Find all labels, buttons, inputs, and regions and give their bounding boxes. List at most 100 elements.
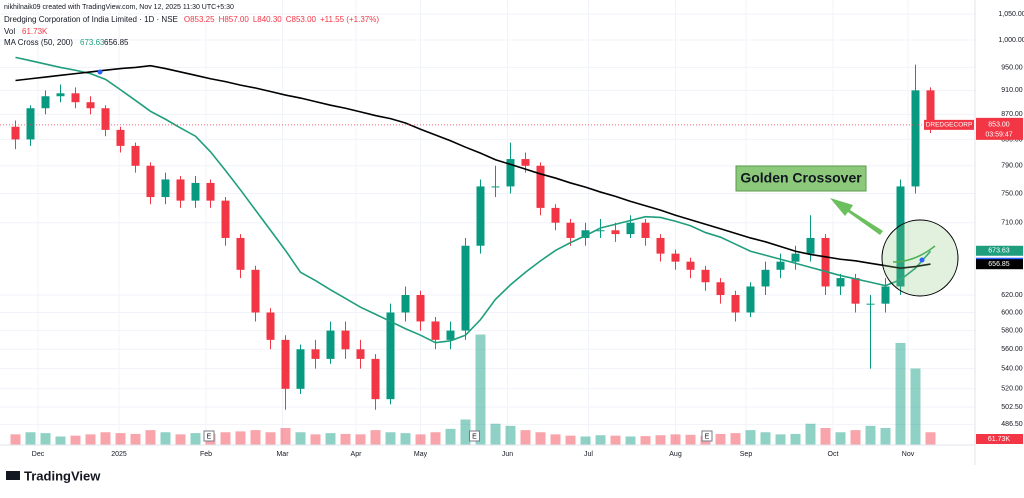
volume-bar	[685, 434, 696, 445]
symbol-box	[924, 119, 974, 130]
candle-body	[911, 90, 920, 187]
ohlc-value: L840.30	[253, 15, 282, 24]
volume-bar	[565, 435, 576, 445]
volume-bar	[790, 433, 801, 445]
candle-body	[296, 349, 305, 389]
y-tick-label: 620.00	[1001, 292, 1023, 299]
annotation: Golden Crossover	[740, 170, 862, 186]
event-label: E	[207, 433, 212, 440]
candle-body	[101, 108, 110, 130]
volume-bar	[250, 430, 261, 445]
candle-body	[821, 237, 830, 287]
volume-bar	[400, 433, 411, 445]
volume-bar	[850, 430, 861, 445]
ma200-value: 656.85	[104, 38, 129, 47]
candle-body	[461, 245, 470, 331]
x-tick-label: Sep	[740, 451, 753, 458]
candle-body	[926, 90, 935, 125]
candle-body	[161, 179, 170, 198]
x-tick-label: 2025	[111, 451, 127, 458]
candle-body	[656, 237, 665, 254]
candle-body	[191, 182, 200, 201]
candle-body	[611, 230, 620, 235]
volume-bar	[190, 433, 201, 445]
volume-bar	[115, 433, 126, 445]
volume-bar	[535, 432, 546, 445]
highlight-circle	[881, 219, 959, 297]
arrow	[830, 198, 883, 235]
candle-body	[566, 222, 575, 238]
volume-bar	[910, 368, 921, 445]
volume-bar	[445, 428, 456, 445]
title: Dredging Corporation of India Limited · …	[4, 15, 178, 24]
candle-body	[596, 230, 605, 232]
candle-body	[476, 186, 485, 246]
candle-body	[176, 179, 185, 201]
x-tick-label: Jun	[502, 451, 513, 458]
candle-body	[281, 339, 290, 389]
candle-body	[356, 349, 365, 359]
candle-body	[86, 102, 95, 109]
volume-bar	[10, 434, 21, 445]
vol-label: Vol	[4, 27, 15, 36]
ohlc-value: H857.00	[219, 15, 250, 24]
candle-body	[266, 312, 275, 340]
y-tick-label: 750.00	[1001, 190, 1023, 197]
volume-bar	[460, 419, 471, 445]
volume-bar	[640, 436, 651, 445]
x-tick-label: Jul	[584, 451, 593, 458]
ohlc-value: +11.55 (+1.37%)	[320, 15, 379, 24]
volume-bar	[610, 435, 621, 445]
candle-body	[506, 159, 515, 187]
y-tick-label: 520.00	[1001, 386, 1023, 393]
volume-bar	[130, 433, 141, 445]
event-box	[701, 430, 713, 442]
candle-body	[341, 330, 350, 350]
volume-bar	[385, 432, 396, 445]
volume-bar	[490, 423, 501, 445]
price-badge	[976, 117, 1023, 140]
volume-bar	[925, 432, 936, 445]
volume-bar	[310, 434, 321, 445]
price-badge-label: 656.85	[988, 261, 1010, 268]
event-box	[469, 430, 480, 442]
volume-bar	[370, 430, 381, 445]
x-tick-label: Mar	[276, 451, 289, 458]
volume-bar	[475, 334, 486, 445]
ma-line	[15, 56, 932, 344]
candles	[11, 64, 935, 410]
y-tick-label: 950.00	[1001, 64, 1023, 71]
y-tick-label: 870.00	[1001, 111, 1023, 118]
y-tick-label: 790.00	[1001, 163, 1023, 170]
candle-body	[626, 222, 635, 235]
y-tick-label: 1,000.00	[998, 37, 1024, 44]
candle-body	[401, 295, 410, 313]
volume-bar	[415, 434, 426, 445]
event-label: E	[472, 433, 477, 440]
volume-bar	[865, 425, 876, 445]
volume-bar	[280, 428, 291, 445]
ohlc: O853.25 H857.00 L840.30 C853.00 +11.55 (+1.3…	[184, 15, 379, 24]
volume-bar	[550, 434, 561, 445]
volume-bar	[730, 433, 741, 445]
volume-bar	[880, 428, 891, 445]
countdown: 03:59:47	[985, 132, 1012, 139]
candle-body	[836, 278, 845, 287]
volume-bar	[25, 432, 36, 445]
volume-pane	[10, 334, 936, 445]
candle-body	[536, 165, 545, 208]
candle-body	[806, 237, 815, 254]
logo: TradingView	[24, 468, 101, 483]
x-tick-label: Feb	[200, 451, 212, 458]
cross-marker	[97, 69, 103, 75]
candle-body	[551, 207, 560, 223]
volume-badge	[976, 434, 1023, 444]
volume-bar	[160, 432, 171, 445]
y-tick-label: 580.00	[1001, 327, 1023, 334]
price-badge	[976, 259, 1023, 270]
candle-body	[641, 222, 650, 238]
volume-bar	[55, 436, 66, 445]
